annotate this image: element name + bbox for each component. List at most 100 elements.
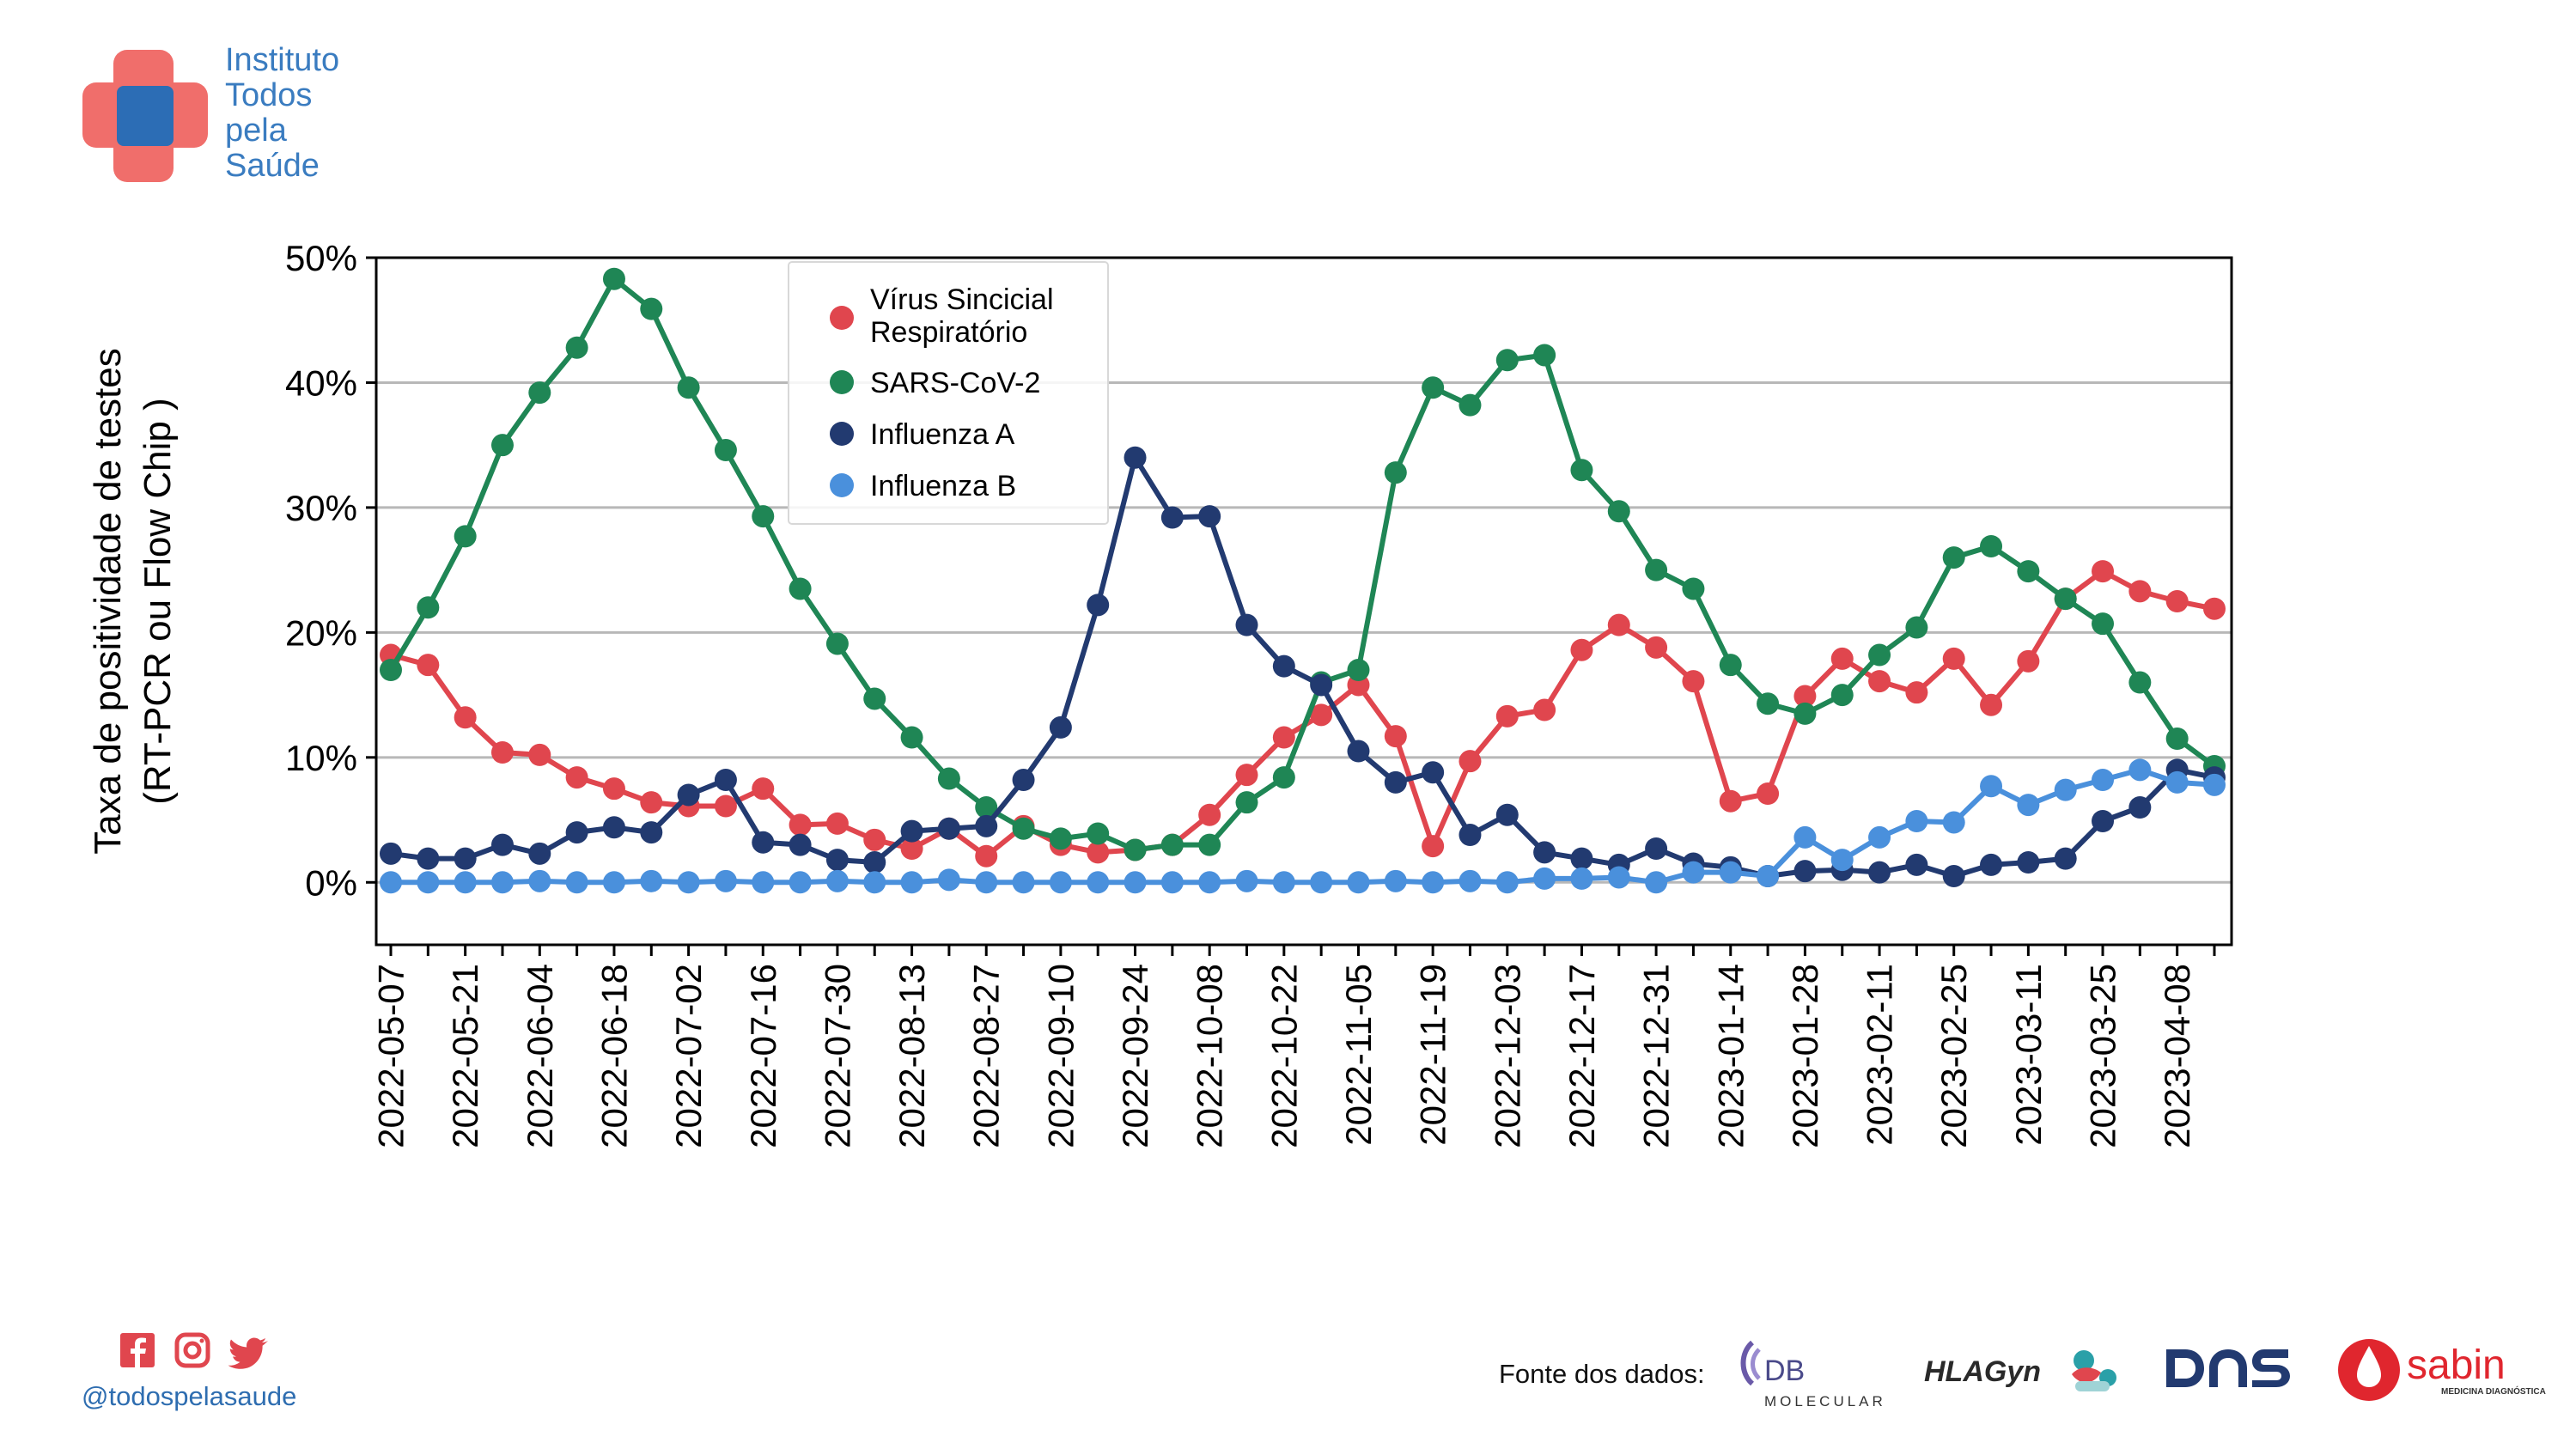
data-point-virus-sincicial-respiratorio xyxy=(1570,638,1593,661)
data-point-influenza-b xyxy=(1645,871,1668,894)
series-line-sars-cov-2 xyxy=(388,276,2216,853)
data-point-influenza-b xyxy=(1495,871,1519,894)
legend-marker xyxy=(830,473,854,497)
data-point-influenza-a xyxy=(900,819,923,843)
data-point-virus-sincicial-respiratorio xyxy=(1198,803,1221,826)
facebook-icon[interactable] xyxy=(120,1333,155,1367)
data-point-influenza-b xyxy=(825,869,849,892)
data-point-influenza-a xyxy=(1198,505,1221,528)
data-point-sars-cov-2 xyxy=(417,596,440,619)
data-point-sars-cov-2 xyxy=(1570,459,1593,482)
data-point-virus-sincicial-respiratorio xyxy=(1682,670,1705,693)
data-point-virus-sincicial-respiratorio xyxy=(825,812,849,835)
data-point-influenza-a xyxy=(417,847,440,870)
data-point-influenza-a xyxy=(1459,824,1482,846)
db-molecular-logo: DB MOLECULAR xyxy=(1740,1340,1886,1409)
data-point-influenza-b xyxy=(1682,861,1705,884)
data-point-influenza-a xyxy=(2092,810,2115,832)
data-point-virus-sincicial-respiratorio xyxy=(714,795,737,818)
data-point-virus-sincicial-respiratorio xyxy=(900,837,923,860)
data-point-sars-cov-2 xyxy=(380,659,402,681)
positivity-chart: 0% 10% 20% 30% 40% 50% 2022-05-07 2022-05-21 202… xyxy=(87,238,2233,1148)
legend-marker xyxy=(830,370,854,394)
data-point-influenza-b xyxy=(565,871,588,894)
data-point-virus-sincicial-respiratorio xyxy=(2203,597,2226,620)
data-point-influenza-a xyxy=(380,842,402,865)
data-point-influenza-b xyxy=(2165,770,2189,794)
data-point-sars-cov-2 xyxy=(677,376,700,399)
x-tick-label: 2022-09-24 xyxy=(1115,964,1155,1148)
plot-area xyxy=(375,256,2233,947)
data-point-influenza-b xyxy=(752,871,775,894)
data-point-influenza-a xyxy=(863,851,886,874)
data-point-influenza-b xyxy=(1905,810,1928,832)
data-point-influenza-a xyxy=(2128,796,2152,819)
institute-logo xyxy=(82,50,208,182)
sabin-logo: sabin MEDICINA DIAGNÓSTICA xyxy=(2338,1339,2546,1401)
data-point-sars-cov-2 xyxy=(565,336,588,359)
data-point-influenza-b xyxy=(1607,866,1630,889)
data-point-sars-cov-2 xyxy=(2165,728,2189,750)
legend-box xyxy=(788,261,1109,525)
data-point-sars-cov-2 xyxy=(1830,684,1854,707)
data-point-virus-sincicial-respiratorio xyxy=(1757,782,1780,805)
data-point-influenza-b xyxy=(1012,871,1035,894)
data-point-virus-sincicial-respiratorio xyxy=(2092,560,2115,583)
data-point-influenza-b xyxy=(789,871,812,894)
data-point-sars-cov-2 xyxy=(1607,500,1630,523)
data-point-influenza-b xyxy=(1160,871,1184,894)
data-point-sars-cov-2 xyxy=(975,796,998,819)
y-tick-label: 0% xyxy=(305,862,357,903)
data-point-sars-cov-2 xyxy=(900,726,923,749)
data-point-virus-sincicial-respiratorio xyxy=(640,791,663,814)
data-point-influenza-a xyxy=(1645,837,1668,860)
y-axis-label: Taxa de positividade de testes xyxy=(87,348,129,855)
legend-label: Vírus Sincicial xyxy=(870,283,1054,316)
x-tick-label: 2022-05-07 xyxy=(371,964,411,1148)
institute-name-line: Todos xyxy=(225,77,313,113)
data-point-influenza-a xyxy=(789,833,812,856)
hlagyn-logo-mark: HLAGyn xyxy=(1924,1355,2041,1388)
data-point-influenza-a xyxy=(1235,613,1258,636)
db-logo-sub: MOLECULAR xyxy=(1764,1393,1886,1409)
data-point-influenza-b xyxy=(1198,871,1221,894)
data-point-virus-sincicial-respiratorio xyxy=(863,828,886,851)
data-point-influenza-a xyxy=(1868,861,1891,884)
legend-marker xyxy=(830,306,854,330)
data-point-influenza-a xyxy=(1310,673,1333,697)
data-point-sars-cov-2 xyxy=(2092,612,2115,636)
twitter-icon[interactable] xyxy=(228,1337,269,1369)
data-point-influenza-b xyxy=(1272,871,1295,894)
data-point-influenza-a xyxy=(454,847,477,870)
data-point-sars-cov-2 xyxy=(1235,791,1258,814)
data-point-virus-sincicial-respiratorio xyxy=(602,777,625,801)
data-point-influenza-b xyxy=(1087,871,1110,894)
x-tick-label: 2022-08-13 xyxy=(892,964,932,1148)
data-point-influenza-b xyxy=(1347,871,1370,894)
data-point-virus-sincicial-respiratorio xyxy=(1495,704,1519,728)
data-point-virus-sincicial-respiratorio xyxy=(1087,841,1110,864)
legend-marker xyxy=(830,422,854,446)
data-point-virus-sincicial-respiratorio xyxy=(1868,670,1891,693)
data-point-virus-sincicial-respiratorio xyxy=(1905,681,1928,704)
data-point-sars-cov-2 xyxy=(602,267,625,290)
x-tick-label: 2022-06-04 xyxy=(520,964,560,1148)
data-point-sars-cov-2 xyxy=(1905,616,1928,639)
data-point-sars-cov-2 xyxy=(1272,766,1295,789)
data-point-virus-sincicial-respiratorio xyxy=(1235,764,1258,787)
data-point-sars-cov-2 xyxy=(1645,558,1668,581)
data-point-influenza-b xyxy=(380,871,402,894)
x-tick-label: 2023-01-28 xyxy=(1785,964,1825,1148)
data-point-sars-cov-2 xyxy=(825,632,849,655)
data-point-sars-cov-2 xyxy=(1533,344,1556,367)
data-point-influenza-b xyxy=(937,868,960,892)
data-point-influenza-b xyxy=(454,871,477,894)
instagram-icon[interactable] xyxy=(174,1332,210,1368)
data-point-influenza-b xyxy=(2128,758,2152,782)
data-point-influenza-a xyxy=(1384,770,1407,794)
data-point-influenza-b xyxy=(640,869,663,892)
data-point-influenza-b xyxy=(1310,871,1333,894)
data-point-virus-sincicial-respiratorio xyxy=(1384,725,1407,748)
data-point-sars-cov-2 xyxy=(714,439,737,461)
data-point-sars-cov-2 xyxy=(789,577,812,600)
